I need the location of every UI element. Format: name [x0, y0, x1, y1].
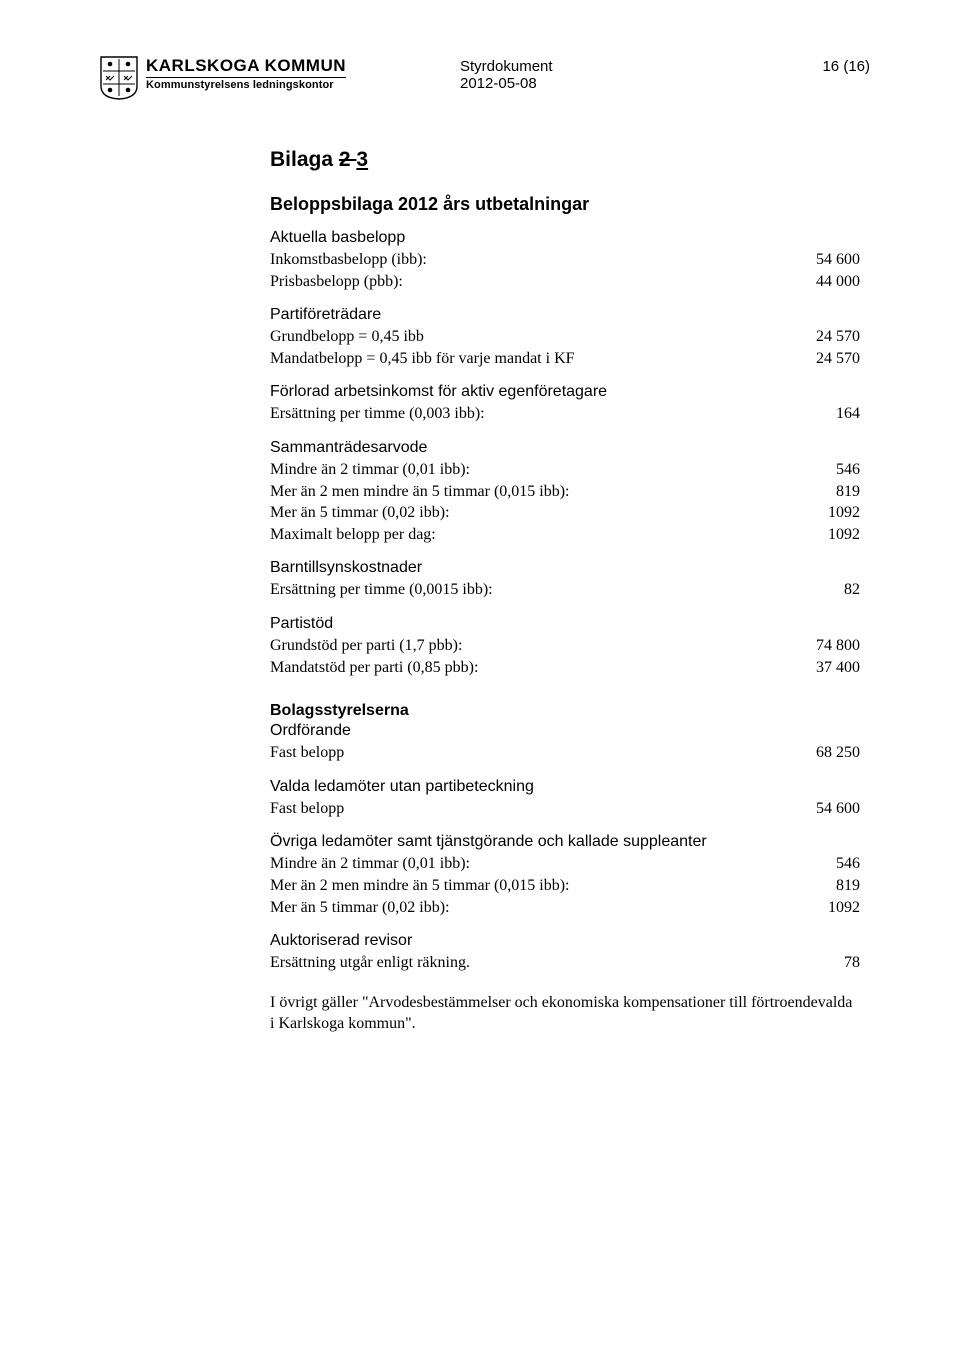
org-subtitle: Kommunstyrelsens ledningskontor	[146, 77, 346, 91]
row-label: Ersättning per timme (0,0015 ibb):	[270, 579, 844, 601]
row-value: 24 570	[816, 348, 860, 370]
row-value: 54 600	[816, 249, 860, 271]
bilaga-struck: 2	[339, 148, 357, 171]
row-value: 24 570	[816, 326, 860, 348]
doc-meta: Styrdokument 2012-05-08 16 (16)	[460, 56, 870, 92]
table-row: Prisbasbelopp (pbb):44 000	[270, 271, 860, 293]
org-text: KARLSKOGA KOMMUN Kommunstyrelsens lednin…	[146, 56, 346, 91]
table-row: Grundstöd per parti (1,7 pbb):74 800	[270, 635, 860, 657]
row-label: Mer än 2 men mindre än 5 timmar (0,015 i…	[270, 481, 836, 503]
org-name: KARLSKOGA KOMMUN	[146, 56, 346, 76]
table-row: Mer än 2 men mindre än 5 timmar (0,015 i…	[270, 481, 860, 503]
valda-heading: Valda ledamöter utan partibeteckning	[270, 778, 860, 796]
row-label: Mindre än 2 timmar (0,01 ibb):	[270, 853, 836, 875]
bilaga-underline: 3	[356, 148, 368, 171]
section-title: Beloppsbilaga 2012 års utbetalningar	[270, 194, 860, 215]
row-label: Prisbasbelopp (pbb):	[270, 271, 816, 293]
row-label: Mer än 2 men mindre än 5 timmar (0,015 i…	[270, 875, 836, 897]
row-value: 1092	[828, 502, 860, 524]
row-label: Maximalt belopp per dag:	[270, 524, 828, 546]
partiforetradare-heading: Partiföreträdare	[270, 306, 860, 324]
revisor-heading: Auktoriserad revisor	[270, 932, 860, 950]
page: KARLSKOGA KOMMUN Kommunstyrelsens lednin…	[0, 0, 960, 1075]
forlorad-heading: Förlorad arbetsinkomst för aktiv egenför…	[270, 383, 860, 401]
row-label: Mandatbelopp = 0,45 ibb för varje mandat…	[270, 348, 816, 370]
row-value: 164	[836, 403, 860, 425]
sammantrade-heading: Sammanträdesarvode	[270, 439, 860, 457]
table-row: Mandatstöd per parti (0,85 pbb):37 400	[270, 657, 860, 679]
table-row: Ersättning per timme (0,003 ibb):164	[270, 403, 860, 425]
barn-heading: Barntillsynskostnader	[270, 559, 860, 577]
row-value: 1092	[828, 897, 860, 919]
bilaga-prefix: Bilaga	[270, 148, 339, 171]
footer-paragraph: I övrigt gäller "Arvodesbestämmelser och…	[270, 992, 860, 1035]
row-value: 82	[844, 579, 860, 601]
table-row: Grundbelopp = 0,45 ibb24 570	[270, 326, 860, 348]
bilaga-heading: Bilaga 2 3	[270, 148, 860, 172]
row-label: Fast belopp	[270, 798, 816, 820]
table-row: Fast belopp54 600	[270, 798, 860, 820]
row-label: Mer än 5 timmar (0,02 ibb):	[270, 502, 828, 524]
row-value: 68 250	[816, 742, 860, 764]
aktuella-heading: Aktuella basbelopp	[270, 229, 860, 247]
row-label: Grundstöd per parti (1,7 pbb):	[270, 635, 816, 657]
ovriga-heading: Övriga ledamöter samt tjänstgörande och …	[270, 833, 860, 851]
crest-icon	[100, 56, 138, 100]
partistod-heading: Partistöd	[270, 615, 860, 633]
table-row: Mer än 5 timmar (0,02 ibb):1092	[270, 502, 860, 524]
row-label: Fast belopp	[270, 742, 816, 764]
row-label: Ersättning per timme (0,003 ibb):	[270, 403, 836, 425]
row-label: Grundbelopp = 0,45 ibb	[270, 326, 816, 348]
table-row: Inkomstbasbelopp (ibb):54 600	[270, 249, 860, 271]
row-value: 819	[836, 875, 860, 897]
table-row: Mer än 2 men mindre än 5 timmar (0,015 i…	[270, 875, 860, 897]
row-value: 819	[836, 481, 860, 503]
bolags-heading: Bolagsstyrelserna	[270, 702, 860, 720]
doc-title: Styrdokument	[460, 58, 553, 75]
row-label: Ersättning utgår enligt räkning.	[270, 952, 844, 974]
row-label: Mindre än 2 timmar (0,01 ibb):	[270, 459, 836, 481]
doc-title-block: Styrdokument 2012-05-08	[460, 58, 553, 92]
row-value: 74 800	[816, 635, 860, 657]
table-row: Ersättning utgår enligt räkning.78	[270, 952, 860, 974]
row-value: 44 000	[816, 271, 860, 293]
row-value: 78	[844, 952, 860, 974]
row-value: 37 400	[816, 657, 860, 679]
row-value: 1092	[828, 524, 860, 546]
row-label: Mandatstöd per parti (0,85 pbb):	[270, 657, 816, 679]
table-row: Mer än 5 timmar (0,02 ibb):1092	[270, 897, 860, 919]
page-number: 16 (16)	[822, 58, 870, 75]
row-value: 546	[836, 459, 860, 481]
doc-date: 2012-05-08	[460, 75, 553, 92]
table-row: Mandatbelopp = 0,45 ibb för varje mandat…	[270, 348, 860, 370]
table-row: Maximalt belopp per dag:1092	[270, 524, 860, 546]
row-label: Mer än 5 timmar (0,02 ibb):	[270, 897, 828, 919]
row-label: Inkomstbasbelopp (ibb):	[270, 249, 816, 271]
ordforande-heading: Ordförande	[270, 722, 860, 740]
content: Bilaga 2 3 Beloppsbilaga 2012 års utbeta…	[270, 148, 860, 1035]
page-header: KARLSKOGA KOMMUN Kommunstyrelsens lednin…	[100, 56, 870, 100]
logo-block: KARLSKOGA KOMMUN Kommunstyrelsens lednin…	[100, 56, 460, 100]
table-row: Mindre än 2 timmar (0,01 ibb):546	[270, 853, 860, 875]
table-row: Mindre än 2 timmar (0,01 ibb):546	[270, 459, 860, 481]
table-row: Ersättning per timme (0,0015 ibb):82	[270, 579, 860, 601]
table-row: Fast belopp68 250	[270, 742, 860, 764]
row-value: 54 600	[816, 798, 860, 820]
row-value: 546	[836, 853, 860, 875]
